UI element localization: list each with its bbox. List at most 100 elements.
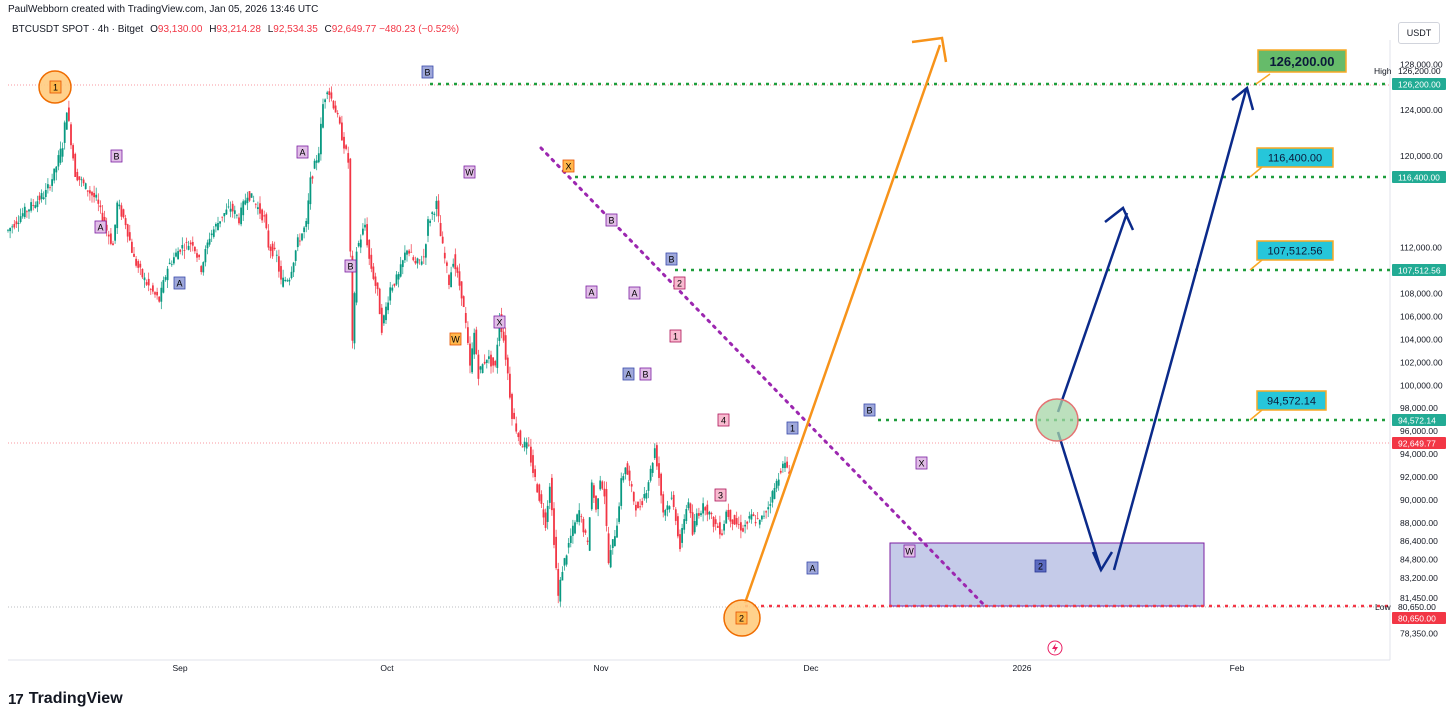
- candle-down: [271, 243, 274, 257]
- candle-down: [259, 203, 261, 214]
- wave-label-box: [605, 213, 618, 227]
- tradingview-brand-text: TradingView: [28, 690, 123, 707]
- symbol-ohlc-line: BTCUSDT SPOT · 4h · Bitget O93,130.00 H9…: [12, 24, 459, 35]
- price-axis[interactable]: 128,000.00 124,000.00 120,000.00 112,000.00…: [1400, 59, 1443, 638]
- price-chart[interactable]: 128,000.00 124,000.00 120,000.00 112,000.00…: [0, 0, 1456, 690]
- candle-up: [51, 179, 53, 186]
- navy-projection-long: [1112, 89, 1248, 571]
- candle-down: [112, 243, 114, 246]
- time-axis[interactable]: Sep Oct Nov Dec 2026 Feb: [172, 663, 1244, 673]
- candle-up: [681, 528, 683, 543]
- candle-down: [263, 215, 266, 217]
- price-tick-label: 128,000.00: [1400, 59, 1443, 69]
- candle-up: [17, 222, 20, 224]
- candle-up: [773, 488, 776, 499]
- wave-label: A: [625, 370, 631, 380]
- candle-up: [65, 112, 68, 130]
- high-label: H: [209, 24, 217, 35]
- candle-up: [181, 245, 184, 249]
- orange-projection-line: [743, 44, 942, 604]
- candle-down: [345, 145, 347, 149]
- wave-label-box: [449, 332, 462, 346]
- navy-arrow-head-short: [1104, 206, 1135, 231]
- candle-up: [170, 264, 173, 266]
- callout-pointer: [1249, 409, 1263, 421]
- candle-up: [473, 332, 476, 355]
- candle-down: [637, 501, 639, 509]
- candle-down: [441, 236, 444, 244]
- candle-up: [7, 229, 9, 231]
- candle-down: [70, 124, 72, 146]
- candle-down: [254, 203, 257, 205]
- wave-label: X: [496, 318, 502, 328]
- candle-up: [609, 550, 612, 568]
- candle-down: [267, 230, 270, 248]
- wave-label: A: [588, 288, 594, 298]
- current-breakout-circle: [1035, 398, 1079, 442]
- candle-up: [116, 202, 119, 229]
- high-value-badge-text: 126,200.00: [1398, 80, 1441, 90]
- candle-up: [425, 244, 427, 258]
- candle-down: [448, 275, 450, 285]
- candle-up: [9, 227, 11, 232]
- candle-up: [212, 229, 215, 237]
- candle-down: [729, 509, 732, 522]
- wave-label: B: [668, 255, 674, 265]
- candle-up: [395, 274, 398, 285]
- callout-box: [1256, 240, 1334, 261]
- candle-down: [368, 239, 371, 259]
- target-callout-107512: 107,512.56: [1249, 240, 1334, 271]
- candle-down: [105, 224, 108, 231]
- symbol-name[interactable]: BTCUSDT SPOT · 4h · Bitget: [12, 24, 144, 35]
- candle-down: [656, 445, 658, 467]
- callout-box: [1256, 390, 1327, 411]
- candlestick-series[interactable]: [7, 86, 791, 607]
- candle-down: [639, 506, 641, 508]
- candle-up: [217, 222, 219, 231]
- candle-up: [647, 482, 650, 491]
- candle-down: [137, 261, 140, 268]
- candle-down: [595, 495, 597, 510]
- price-tick-label: 83,200.00: [1400, 573, 1438, 583]
- candle-up: [225, 209, 228, 215]
- candle-down: [311, 176, 314, 179]
- currency-selector[interactable]: USDT: [1398, 22, 1440, 44]
- candle-up: [572, 525, 574, 536]
- candle-up: [187, 245, 190, 250]
- candle-up: [616, 525, 618, 538]
- candle-up: [320, 123, 322, 155]
- candle-down: [269, 246, 272, 251]
- wave-label-box: [717, 413, 730, 427]
- candle-up: [250, 193, 253, 198]
- price-tick-label: 98,000.00: [1400, 403, 1438, 413]
- candle-down: [13, 223, 16, 228]
- candle-down: [380, 307, 383, 333]
- candle-down: [601, 481, 604, 489]
- candle-up: [559, 579, 562, 602]
- candle-up: [309, 177, 312, 205]
- callout-box: [1257, 49, 1347, 73]
- wave-label: X: [918, 459, 924, 469]
- tradingview-logo[interactable]: 17 TradingView: [8, 690, 123, 708]
- candle-up: [597, 498, 599, 510]
- candle-down: [641, 501, 644, 505]
- wave-label: 3: [718, 491, 723, 501]
- candle-up: [523, 441, 526, 448]
- wave-label: X: [565, 162, 571, 172]
- candle-down: [660, 473, 662, 496]
- candle-down: [511, 394, 513, 419]
- candle-down: [504, 335, 507, 360]
- price-tick-label: 112,000.00: [1400, 243, 1442, 253]
- candle-up: [357, 243, 360, 247]
- candle-up: [723, 523, 725, 531]
- price-tick-label: 102,000.00: [1400, 357, 1443, 367]
- candle-down: [557, 569, 560, 596]
- candle-up: [173, 257, 175, 264]
- candle-up: [471, 348, 473, 373]
- candle-up: [359, 239, 362, 248]
- lightning-icon[interactable]: [1047, 640, 1063, 656]
- candle-down: [467, 327, 469, 343]
- candle-down: [746, 521, 749, 524]
- candle-down: [475, 329, 478, 355]
- price-tick-label: 92,000.00: [1400, 472, 1438, 482]
